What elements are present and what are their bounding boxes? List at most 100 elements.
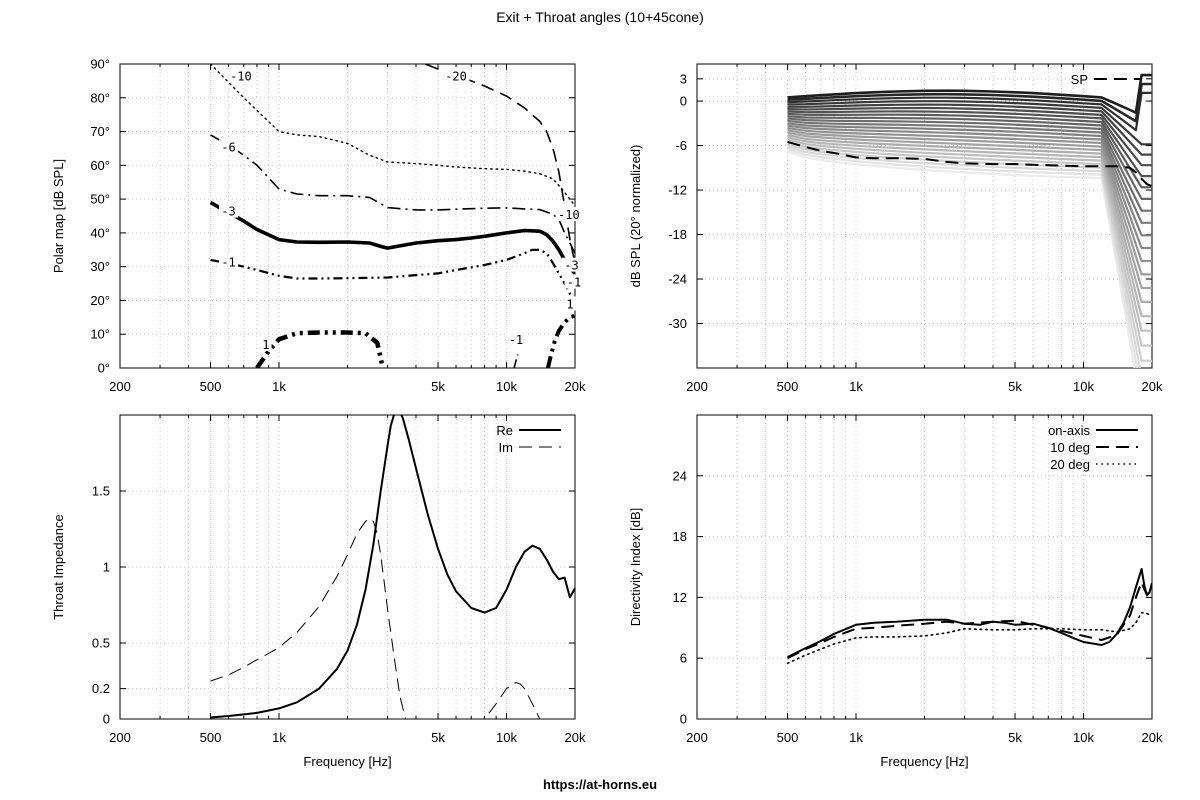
polar-series-7 [545,313,575,368]
polar-contour-label-bg [219,139,239,154]
polar-contour-label-bg [227,68,255,83]
polar-ytick-label: 0° [98,361,110,376]
spl-legend-label: SP [1071,72,1088,87]
spl-ytick-label: -30 [668,316,687,331]
polar-grid [120,64,575,368]
spl-grid [697,64,1152,368]
spl-sp-curve [787,140,1152,188]
footer-url[interactable]: https://at-horns.eu [543,777,657,792]
impedance-chart: 200 500 1k 5k 10k 20k 0 0.2 0.5 1 1.5 Throat Impeda… [51,414,586,769]
di-ytick-label: 24 [673,468,687,483]
polar-contour-label: -20 [445,70,467,84]
polar-contour-label-bg [506,331,526,346]
polar-series-2 [210,134,575,254]
polar-contour-label-bg [219,203,239,218]
di-legend: on-axis 10 deg 20 deg [1048,423,1138,472]
spl-response-curve [787,91,1152,132]
impedance-legend-label: Im [499,440,513,455]
polar-plot-area [209,64,575,368]
spl-response-curve [787,141,1152,347]
polar-ytick-label: 90° [90,57,110,72]
di-xlabel: Frequency [Hz] [880,754,968,769]
di-xtick-label: 5k [1008,730,1022,745]
di-legend-label: 10 deg [1050,440,1090,455]
di-series-0 [787,568,1152,659]
polar-contour-label: -3 [221,205,235,219]
spl-xtick-label: 10k [1073,379,1094,394]
spl-response-curve [787,122,1152,237]
polar-ylabel: Polar map [dB SPL] [51,159,66,273]
spl-response-curve [787,110,1152,178]
spl-response-curve [787,148,1139,368]
polar-ytick-label: 60° [90,158,110,173]
polar-series-4 [210,248,575,305]
polar-contour-label-bg [564,296,576,311]
polar-contour-label-bg [564,274,584,289]
impedance-ytick-label: 1 [103,560,110,575]
impedance-xtick-label: 10k [496,730,517,745]
polar-xtick-label: 500 [200,379,222,394]
di-series-2 [786,611,1152,665]
impedance-legend: Re Im [496,423,561,455]
polar-contour-label: -10 [230,70,252,84]
polar-contour-label-bg [561,257,581,272]
panels-group: 200 500 1k 5k 10k 20k 0° 10° 20° 30° 40° 50° 60° 70° 8… [51,57,1163,770]
di-xtick-label: 200 [686,730,708,745]
polar-series-5 [255,330,385,368]
impedance-series-0 [210,415,575,719]
impedance-plot-area [210,415,575,719]
polar-contour-label: -10 [558,208,580,222]
impedance-xlabel: Frequency [Hz] [303,754,391,769]
spl-response-curve [787,133,1152,303]
polar-ytick-label: 70° [90,124,110,139]
di-grid [697,415,1152,719]
spl-xtick-label: 5k [1008,379,1022,394]
impedance-ylabel: Throat Impedance [51,514,66,620]
polar-contour-label-bg [555,207,583,221]
impedance-grid [120,415,575,719]
spl-ytick-label: 0 [680,94,687,109]
spl-response-curve [787,100,1152,146]
spl-response-curve [787,115,1152,200]
di-chart: 200 500 1k 5k 10k 20k 0 6 12 18 24 Directivity Inde… [628,414,1163,769]
impedance-ytick-label: 1.5 [92,484,110,499]
impedance-legend-label: Re [496,423,513,438]
di-legend-label: 20 deg [1050,457,1090,472]
polar-xtick-label: 1k [272,379,286,394]
spl-response-curve [787,143,1152,362]
di-xtick-label: 500 [777,730,799,745]
spl-xtick-label: 500 [777,379,799,394]
di-ytick-label: 12 [673,590,687,605]
spl-response-curve [787,126,1152,263]
polar-xtick-label: 10k [496,379,517,394]
spl-response-curve [787,106,1152,167]
impedance-xtick-label: 20k [565,730,586,745]
spl-xtick-label: 200 [686,379,708,394]
polar-ytick-label: 40° [90,225,110,240]
impedance-ytick-label: 0 [103,712,110,727]
impedance-xtick-label: 200 [109,730,131,745]
polar-ytick-label: 10° [90,327,110,342]
polar-ytick-label: 20° [90,293,110,308]
impedance-xtick-label: 1k [272,730,286,745]
polar-xtick-label: 200 [109,379,131,394]
di-xtick-label: 10k [1073,730,1094,745]
spl-response-curve [787,129,1152,276]
polar-series-0 [209,64,575,207]
polar-contour-label: -3 [564,259,578,273]
figure-title: Exit + Throat angles (10+45cone) [496,9,704,25]
spl-response-curve [787,73,1152,114]
polar-series-6 [513,354,519,368]
spl-chart: 200 500 1k 5k 10k 20k 3 0 -6 -12 -18 -24 -30 dB SPL (… [628,63,1163,394]
polar-series-1 [425,64,575,264]
di-xtick-label: 1k [849,730,863,745]
di-series-1 [787,581,1152,660]
impedance-ytick-label: 0.5 [92,636,110,651]
spl-response-curve [787,112,1152,189]
impedance-ytick-label: 0.2 [92,681,110,696]
polar-contour-label: -6 [221,140,235,154]
polar-contour-label: -1 [567,276,581,290]
spl-xtick-label: 1k [849,379,863,394]
polar-ytick-label: 30° [90,259,110,274]
